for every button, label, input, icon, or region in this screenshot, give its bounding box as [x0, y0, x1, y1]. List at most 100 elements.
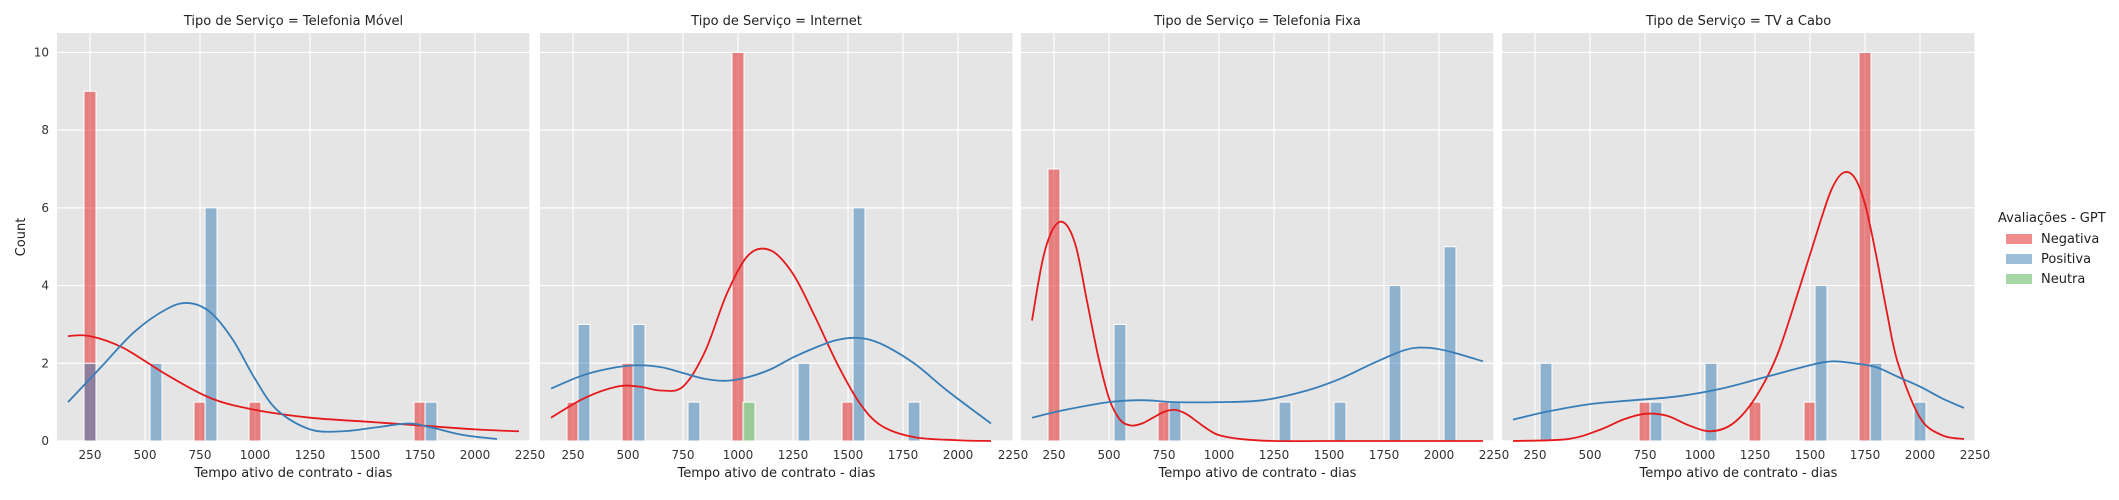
histogram-bar-positiva: [687, 401, 701, 442]
histogram-bar-negativa: [413, 401, 427, 442]
facet-title: Tipo de Serviço = Telefonia Fixa: [1153, 14, 1361, 29]
legend-swatch-neutra: [2006, 274, 2032, 284]
plot-background: [1502, 33, 1975, 441]
x-tick-label: 1500: [833, 448, 864, 462]
x-tick-label: 1000: [240, 448, 271, 462]
x-axis-label: Tempo ativo de contrato - dias: [1639, 466, 1838, 481]
y-axis-label: Count: [14, 218, 29, 257]
facet-title: Tipo de Serviço = Internet: [690, 14, 862, 29]
histogram-bar-negativa: [1858, 51, 1872, 442]
facet-panel: Tipo de Serviço = Internet 250 500 750 1000 1…: [540, 14, 1028, 481]
kde-line-positiva: [1031, 346, 1484, 419]
x-tick-label: 2000: [943, 448, 974, 462]
x-tick-label: 1250: [1740, 448, 1771, 462]
x-tick-label: 250: [1043, 448, 1066, 462]
histogram-bar-positiva: [1649, 401, 1663, 442]
histogram-bar-negativa: [841, 401, 855, 442]
histogram-bar-positiva: [1333, 401, 1347, 442]
x-tick-label: 2000: [1424, 448, 1455, 462]
histogram-bar-negativa: [1047, 168, 1061, 442]
x-tick-label: 2250: [515, 448, 546, 462]
histogram-bar-positiva: [1443, 246, 1457, 442]
histogram-bar-positiva: [852, 207, 866, 442]
plot-background: [1021, 33, 1494, 441]
legend-swatch-positiva: [2006, 254, 2032, 264]
y-tick-label: 10: [34, 45, 49, 59]
kde-line-negativa: [1031, 220, 1483, 443]
x-tick-label: 500: [1579, 448, 1602, 462]
x-axis-label: Tempo ativo de contrato - dias: [677, 466, 876, 481]
kde-line-negativa: [550, 247, 992, 442]
y-tick-label: 0: [41, 434, 49, 448]
plot-background: [57, 33, 530, 441]
x-tick-label: 2000: [1905, 448, 1936, 462]
histogram-bar-positiva: [797, 362, 811, 442]
kde-line-positiva: [67, 302, 498, 440]
facet-panel: Tipo de Serviço = TV a Cabo 250 500 750 1000…: [1502, 14, 1990, 481]
histogram-bar-neutra: [742, 401, 756, 442]
x-tick-label: 1500: [1795, 448, 1826, 462]
histogram-bar-positiva: [1913, 401, 1927, 442]
x-tick-label: 2250: [998, 448, 1029, 462]
x-tick-label: 1500: [1314, 448, 1345, 462]
x-tick-label: 2250: [1479, 448, 1510, 462]
x-tick-label: 500: [617, 448, 640, 462]
histogram-bar-positiva: [1869, 362, 1883, 442]
histogram-bar-negativa: [1748, 401, 1762, 442]
y-tick-label: 6: [41, 201, 49, 215]
legend-label-negativa: Negativa: [2041, 232, 2099, 247]
x-tick-label: 1000: [1685, 448, 1716, 462]
histogram-bar-negativa: [621, 362, 635, 442]
histogram-bar-positiva: [1388, 285, 1402, 442]
legend-label-positiva: Positiva: [2041, 252, 2091, 267]
histogram-bar-positiva: [149, 362, 163, 442]
x-tick-label: 250: [79, 448, 102, 462]
x-tick-label: 1750: [405, 448, 436, 462]
legend-label-neutra: Neutra: [2041, 272, 2085, 287]
legend-swatch-negativa: [2006, 234, 2032, 244]
x-tick-label: 250: [562, 448, 585, 462]
histogram-bar-negativa: [248, 401, 262, 442]
facet-title: Tipo de Serviço = Telefonia Móvel: [183, 14, 403, 29]
histogram-bar-positiva: [424, 401, 438, 442]
histogram-bar-negativa: [1803, 401, 1817, 442]
x-tick-label: 2000: [460, 448, 491, 462]
x-tick-label: 1750: [1369, 448, 1400, 462]
x-tick-label: 750: [1153, 448, 1176, 462]
kde-line-positiva: [1512, 360, 1965, 421]
x-tick-label: 1250: [1259, 448, 1290, 462]
x-tick-label: 1250: [295, 448, 326, 462]
histogram-bar-positiva: [632, 323, 646, 442]
histogram-bar-negativa: [731, 51, 745, 442]
histogram-bar-positiva: [1113, 323, 1127, 442]
histogram-bar-negativa: [566, 401, 580, 442]
plot-background: [540, 33, 1013, 441]
histogram-bar-positiva: [907, 401, 921, 442]
x-axis-label: Tempo ativo de contrato - dias: [1158, 466, 1357, 481]
histogram-bar-negativa: [1638, 401, 1652, 442]
x-tick-label: 1000: [1204, 448, 1235, 462]
x-tick-label: 500: [1098, 448, 1121, 462]
x-tick-label: 750: [189, 448, 212, 462]
y-tick-label: 2: [41, 356, 49, 370]
x-tick-label: 250: [1524, 448, 1547, 462]
x-tick-label: 500: [134, 448, 157, 462]
histogram-bar-negativa: [1157, 401, 1171, 442]
histogram-bar-positiva: [1539, 362, 1553, 442]
histogram-bar-positiva: [577, 323, 591, 442]
facet-title: Tipo de Serviço = TV a Cabo: [1645, 14, 1831, 29]
kde-line-negativa: [1512, 170, 1965, 442]
facet-panel: Tipo de Serviço = Telefonia Fixa 250 500 75…: [1021, 14, 1509, 481]
legend: Avaliações - GPT Negativa Positiva Neutra: [1998, 211, 2106, 287]
x-tick-label: 750: [1634, 448, 1657, 462]
facet-panel: Tipo de Serviço = Telefonia Móvel 250 500 7…: [14, 14, 545, 481]
histogram-bar-positiva: [1168, 401, 1182, 442]
histogram-bar-positiva: [1704, 362, 1718, 442]
x-axis-label: Tempo ativo de contrato - dias: [194, 466, 393, 481]
y-tick-label: 8: [41, 123, 49, 137]
x-tick-label: 1250: [778, 448, 809, 462]
x-tick-label: 1750: [888, 448, 919, 462]
x-tick-label: 1500: [350, 448, 381, 462]
x-tick-label: 1750: [1850, 448, 1881, 462]
